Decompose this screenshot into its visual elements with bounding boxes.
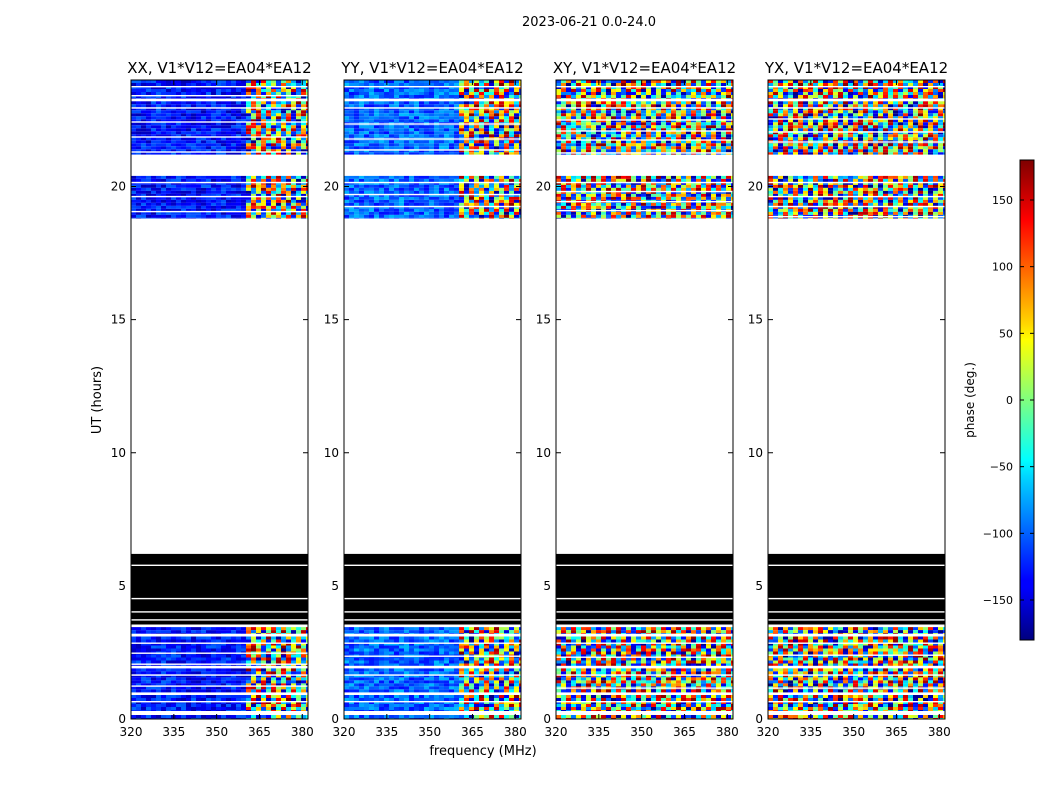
colorbar-ticks: −150 −100 −50 0 50 100 150 bbox=[983, 194, 1034, 607]
x-tick-label: 335 bbox=[375, 725, 398, 739]
x-tick-label: 365 bbox=[885, 725, 908, 739]
x-tick-label: 350 bbox=[630, 725, 653, 739]
colorbar-tick-label: 50 bbox=[999, 327, 1013, 340]
x-tick-label: 320 bbox=[120, 725, 143, 739]
flagged-region bbox=[131, 553, 308, 625]
phase-waterfall bbox=[768, 80, 945, 719]
y-tick-label: 0 bbox=[331, 712, 339, 726]
x-tick-label: 380 bbox=[928, 725, 951, 739]
colorbar-tick-label: −100 bbox=[983, 527, 1013, 540]
y-tick-label: 0 bbox=[755, 712, 763, 726]
y-tick-label: 0 bbox=[543, 712, 551, 726]
colorbar: −150 −100 −50 0 50 100 150 phase (deg.) bbox=[963, 159, 1035, 641]
colorbar-tick-label: −150 bbox=[983, 594, 1013, 607]
x-tick-label: 320 bbox=[545, 725, 568, 739]
y-tick-label: 20 bbox=[111, 180, 126, 194]
y-tick-label: 5 bbox=[543, 579, 551, 593]
x-tick-label: 365 bbox=[461, 725, 484, 739]
y-tick-label: 15 bbox=[748, 313, 763, 327]
phase-waterfall bbox=[556, 80, 733, 719]
y-tick-label: 15 bbox=[536, 313, 551, 327]
phase-waterfall bbox=[344, 80, 521, 719]
phase-waterfall bbox=[131, 80, 308, 719]
x-tick-label: 335 bbox=[162, 725, 185, 739]
y-tick-label: 20 bbox=[536, 180, 551, 194]
axes-frame bbox=[555, 79, 734, 720]
colorbar-tick-label: 100 bbox=[992, 261, 1013, 274]
x-tick-label: 335 bbox=[587, 725, 610, 739]
y-tick-label: 5 bbox=[331, 579, 339, 593]
panel-3: XY, V1*V12=EA04*EA12 320 335 350 365 380 0 5 10 1… bbox=[536, 59, 739, 739]
y-tick-label: 0 bbox=[118, 712, 126, 726]
x-tick-label: 320 bbox=[757, 725, 780, 739]
y-tick-label: 10 bbox=[536, 446, 551, 460]
colorbar-label: phase (deg.) bbox=[963, 362, 977, 438]
y-tick-label: 20 bbox=[324, 180, 339, 194]
panel-title: XX, V1*V12=EA04*EA12 bbox=[127, 59, 311, 77]
y-axis-label: UT (hours) bbox=[90, 366, 105, 434]
y-tick-label: 10 bbox=[748, 446, 763, 460]
colorbar-tick-label: 150 bbox=[992, 194, 1013, 207]
axes-frame bbox=[343, 79, 522, 720]
figure-suptitle: 2023-06-21 0.0-24.0 bbox=[522, 15, 656, 30]
y-tick-label: 5 bbox=[118, 579, 126, 593]
panels: XX, V1*V12=EA04*EA12 320 335 350 365 380 0 5 10 1… bbox=[111, 59, 951, 739]
x-tick-label: 380 bbox=[504, 725, 527, 739]
panel-2: YY, V1*V12=EA04*EA12 320 335 350 365 380 0 5 10 1… bbox=[324, 59, 527, 739]
y-tick-label: 20 bbox=[748, 180, 763, 194]
x-tick-label: 350 bbox=[205, 725, 228, 739]
x-tick-label: 365 bbox=[673, 725, 696, 739]
panel-title: XY, V1*V12=EA04*EA12 bbox=[553, 59, 736, 77]
y-tick-label: 10 bbox=[111, 446, 126, 460]
flagged-region bbox=[556, 553, 733, 625]
colorbar-tick-label: 0 bbox=[1006, 394, 1013, 407]
panel-title: YX, V1*V12=EA04*EA12 bbox=[764, 59, 948, 77]
panel-title: YY, V1*V12=EA04*EA12 bbox=[340, 59, 523, 77]
x-tick-label: 335 bbox=[799, 725, 822, 739]
panel-1: XX, V1*V12=EA04*EA12 320 335 350 365 380 0 5 10 1… bbox=[111, 59, 314, 739]
x-tick-label: 365 bbox=[248, 725, 271, 739]
y-tick-label: 15 bbox=[111, 313, 126, 327]
x-axis-label: frequency (MHz) bbox=[429, 744, 536, 759]
x-tick-label: 350 bbox=[418, 725, 441, 739]
x-tick-label: 320 bbox=[333, 725, 356, 739]
panel-4: YX, V1*V12=EA04*EA12 320 335 350 365 380 0 5 10 1… bbox=[748, 59, 951, 739]
y-tick-label: 5 bbox=[755, 579, 763, 593]
y-tick-label: 10 bbox=[324, 446, 339, 460]
axes-frame bbox=[130, 79, 309, 720]
axes-frame bbox=[767, 79, 946, 720]
x-tick-label: 380 bbox=[716, 725, 739, 739]
x-tick-label: 350 bbox=[842, 725, 865, 739]
flagged-region bbox=[768, 553, 945, 625]
y-tick-label: 15 bbox=[324, 313, 339, 327]
colorbar-tick-label: −50 bbox=[990, 461, 1013, 474]
x-tick-label: 380 bbox=[291, 725, 314, 739]
flagged-region bbox=[344, 553, 521, 625]
